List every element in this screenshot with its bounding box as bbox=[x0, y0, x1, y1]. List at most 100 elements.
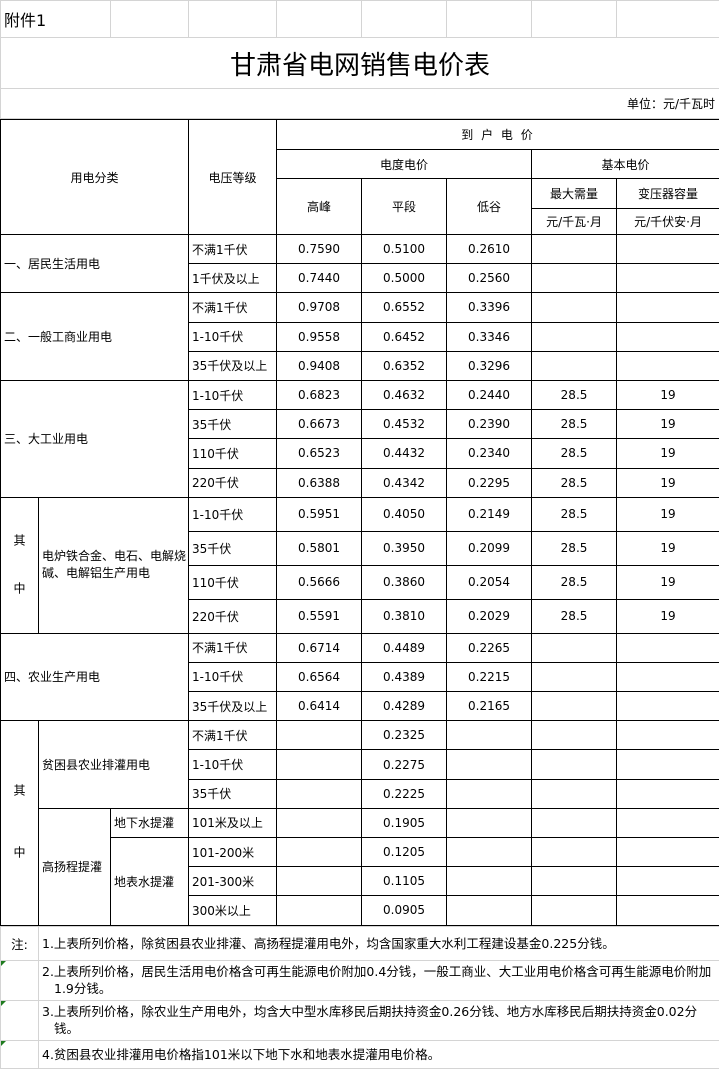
note-text: 3.上表所列价格，除农业生产用电外，均含大中型水库移民后期扶持资金0.26分钱、… bbox=[39, 1000, 719, 1040]
transformer-price-cell: 19 bbox=[617, 531, 719, 565]
flat-price-cell: 0.4632 bbox=[362, 380, 447, 409]
note-row: 2.上表所列价格，居民生活用电价格含可再生能源电价附加0.4分钱，一般工商业、大… bbox=[1, 960, 719, 1000]
sub-group-label: 其中 bbox=[1, 721, 39, 925]
valley-price-cell bbox=[447, 896, 532, 925]
header-peak: 高峰 bbox=[277, 179, 362, 235]
voltage-cell: 不满1千伏 bbox=[189, 633, 277, 662]
page-title: 甘肃省电网销售电价表 bbox=[1, 38, 719, 89]
max-demand-price-cell bbox=[532, 264, 617, 293]
flat-price-cell: 0.6352 bbox=[362, 351, 447, 380]
peak-price-cell: 0.5666 bbox=[277, 565, 362, 599]
flat-price-cell: 0.1205 bbox=[362, 838, 447, 867]
valley-price-cell: 0.2295 bbox=[447, 468, 532, 497]
flat-price-cell: 0.2325 bbox=[362, 721, 447, 750]
valley-price-cell: 0.3296 bbox=[447, 351, 532, 380]
transformer-price-cell bbox=[617, 721, 719, 750]
peak-price-cell bbox=[277, 750, 362, 779]
transformer-price-cell bbox=[617, 264, 719, 293]
flat-price-cell: 0.4489 bbox=[362, 633, 447, 662]
note-row: 3.上表所列价格，除农业生产用电外，均含大中型水库移民后期扶持资金0.26分钱、… bbox=[1, 1000, 719, 1040]
surface-water-label: 地表水提灌 bbox=[111, 838, 189, 926]
peak-price-cell bbox=[277, 721, 362, 750]
sub-group-prefix: 其中 bbox=[11, 534, 28, 630]
peak-price-cell: 0.9408 bbox=[277, 351, 362, 380]
max-demand-price-cell bbox=[532, 293, 617, 322]
max-demand-price-cell bbox=[532, 896, 617, 925]
transformer-price-cell bbox=[617, 235, 719, 264]
flat-price-cell: 0.4050 bbox=[362, 497, 447, 531]
transformer-price-cell: 19 bbox=[617, 468, 719, 497]
max-demand-price-cell bbox=[532, 750, 617, 779]
max-demand-price-cell bbox=[532, 322, 617, 351]
voltage-cell: 220千伏 bbox=[189, 468, 277, 497]
category-label: 四、农业生产用电 bbox=[1, 633, 189, 721]
flat-price-cell: 0.5100 bbox=[362, 235, 447, 264]
voltage-cell: 1-10千伏 bbox=[189, 497, 277, 531]
sub-group-label: 其中 bbox=[1, 497, 39, 633]
peak-price-cell: 0.6673 bbox=[277, 410, 362, 439]
transformer-price-cell bbox=[617, 633, 719, 662]
voltage-cell: 201-300米 bbox=[189, 867, 277, 896]
flat-price-cell: 0.2275 bbox=[362, 750, 447, 779]
valley-price-cell bbox=[447, 867, 532, 896]
max-demand-price-cell bbox=[532, 235, 617, 264]
comment-marker-icon bbox=[1, 961, 6, 966]
poor-county-label: 贫困县农业排灌用电 bbox=[39, 721, 189, 809]
valley-price-cell: 0.3346 bbox=[447, 322, 532, 351]
transformer-price-cell: 19 bbox=[617, 565, 719, 599]
max-demand-price-cell: 28.5 bbox=[532, 439, 617, 468]
transformer-price-cell bbox=[617, 867, 719, 896]
peak-price-cell: 0.6523 bbox=[277, 439, 362, 468]
high-lift-label: 高扬程提灌 bbox=[39, 808, 111, 925]
transformer-price-cell bbox=[617, 692, 719, 721]
max-demand-price-cell bbox=[532, 838, 617, 867]
max-demand-price-cell bbox=[532, 779, 617, 808]
flat-price-cell: 0.6552 bbox=[362, 293, 447, 322]
header-flat: 平段 bbox=[362, 179, 447, 235]
valley-price-cell: 0.2340 bbox=[447, 439, 532, 468]
note-label-cell bbox=[1, 1040, 39, 1068]
transformer-price-cell: 19 bbox=[617, 380, 719, 409]
flat-price-cell: 0.4532 bbox=[362, 410, 447, 439]
valley-price-cell: 0.2560 bbox=[447, 264, 532, 293]
header-max-demand-unit: 元/千瓦·月 bbox=[532, 209, 617, 235]
flat-price-cell: 0.1105 bbox=[362, 867, 447, 896]
max-demand-price-cell: 28.5 bbox=[532, 599, 617, 633]
note-text: 1.上表所列价格，除贫困县农业排灌、高扬程提灌用电外，均含国家重大水利工程建设基… bbox=[39, 926, 719, 960]
max-demand-price-cell bbox=[532, 351, 617, 380]
transformer-price-cell bbox=[617, 779, 719, 808]
valley-price-cell bbox=[447, 721, 532, 750]
category-label: 三、大工业用电 bbox=[1, 380, 189, 497]
transformer-price-cell bbox=[617, 896, 719, 925]
header-valley: 低谷 bbox=[447, 179, 532, 235]
voltage-cell: 35千伏及以上 bbox=[189, 692, 277, 721]
transformer-price-cell bbox=[617, 808, 719, 837]
groundwater-label: 地下水提灌 bbox=[111, 808, 189, 837]
valley-price-cell bbox=[447, 838, 532, 867]
max-demand-price-cell bbox=[532, 692, 617, 721]
transformer-price-cell: 19 bbox=[617, 439, 719, 468]
peak-price-cell: 0.9708 bbox=[277, 293, 362, 322]
notes-label: 注: bbox=[1, 926, 39, 960]
flat-price-cell: 0.6452 bbox=[362, 322, 447, 351]
max-demand-price-cell bbox=[532, 633, 617, 662]
sheet-top: 附件1 甘肃省电网销售电价表 单位：元/千瓦时 bbox=[0, 0, 719, 119]
category-label: 一、居民生活用电 bbox=[1, 235, 189, 293]
voltage-cell: 110千伏 bbox=[189, 565, 277, 599]
flat-price-cell: 0.4432 bbox=[362, 439, 447, 468]
header-basic-price: 基本电价 bbox=[532, 150, 719, 179]
voltage-cell: 不满1千伏 bbox=[189, 293, 277, 322]
valley-price-cell: 0.2390 bbox=[447, 410, 532, 439]
transformer-price-cell bbox=[617, 293, 719, 322]
voltage-cell: 不满1千伏 bbox=[189, 721, 277, 750]
max-demand-price-cell: 28.5 bbox=[532, 468, 617, 497]
peak-price-cell: 0.6388 bbox=[277, 468, 362, 497]
peak-price-cell bbox=[277, 896, 362, 925]
valley-price-cell bbox=[447, 808, 532, 837]
voltage-cell: 35千伏及以上 bbox=[189, 351, 277, 380]
note-label-cell bbox=[1, 1000, 39, 1040]
